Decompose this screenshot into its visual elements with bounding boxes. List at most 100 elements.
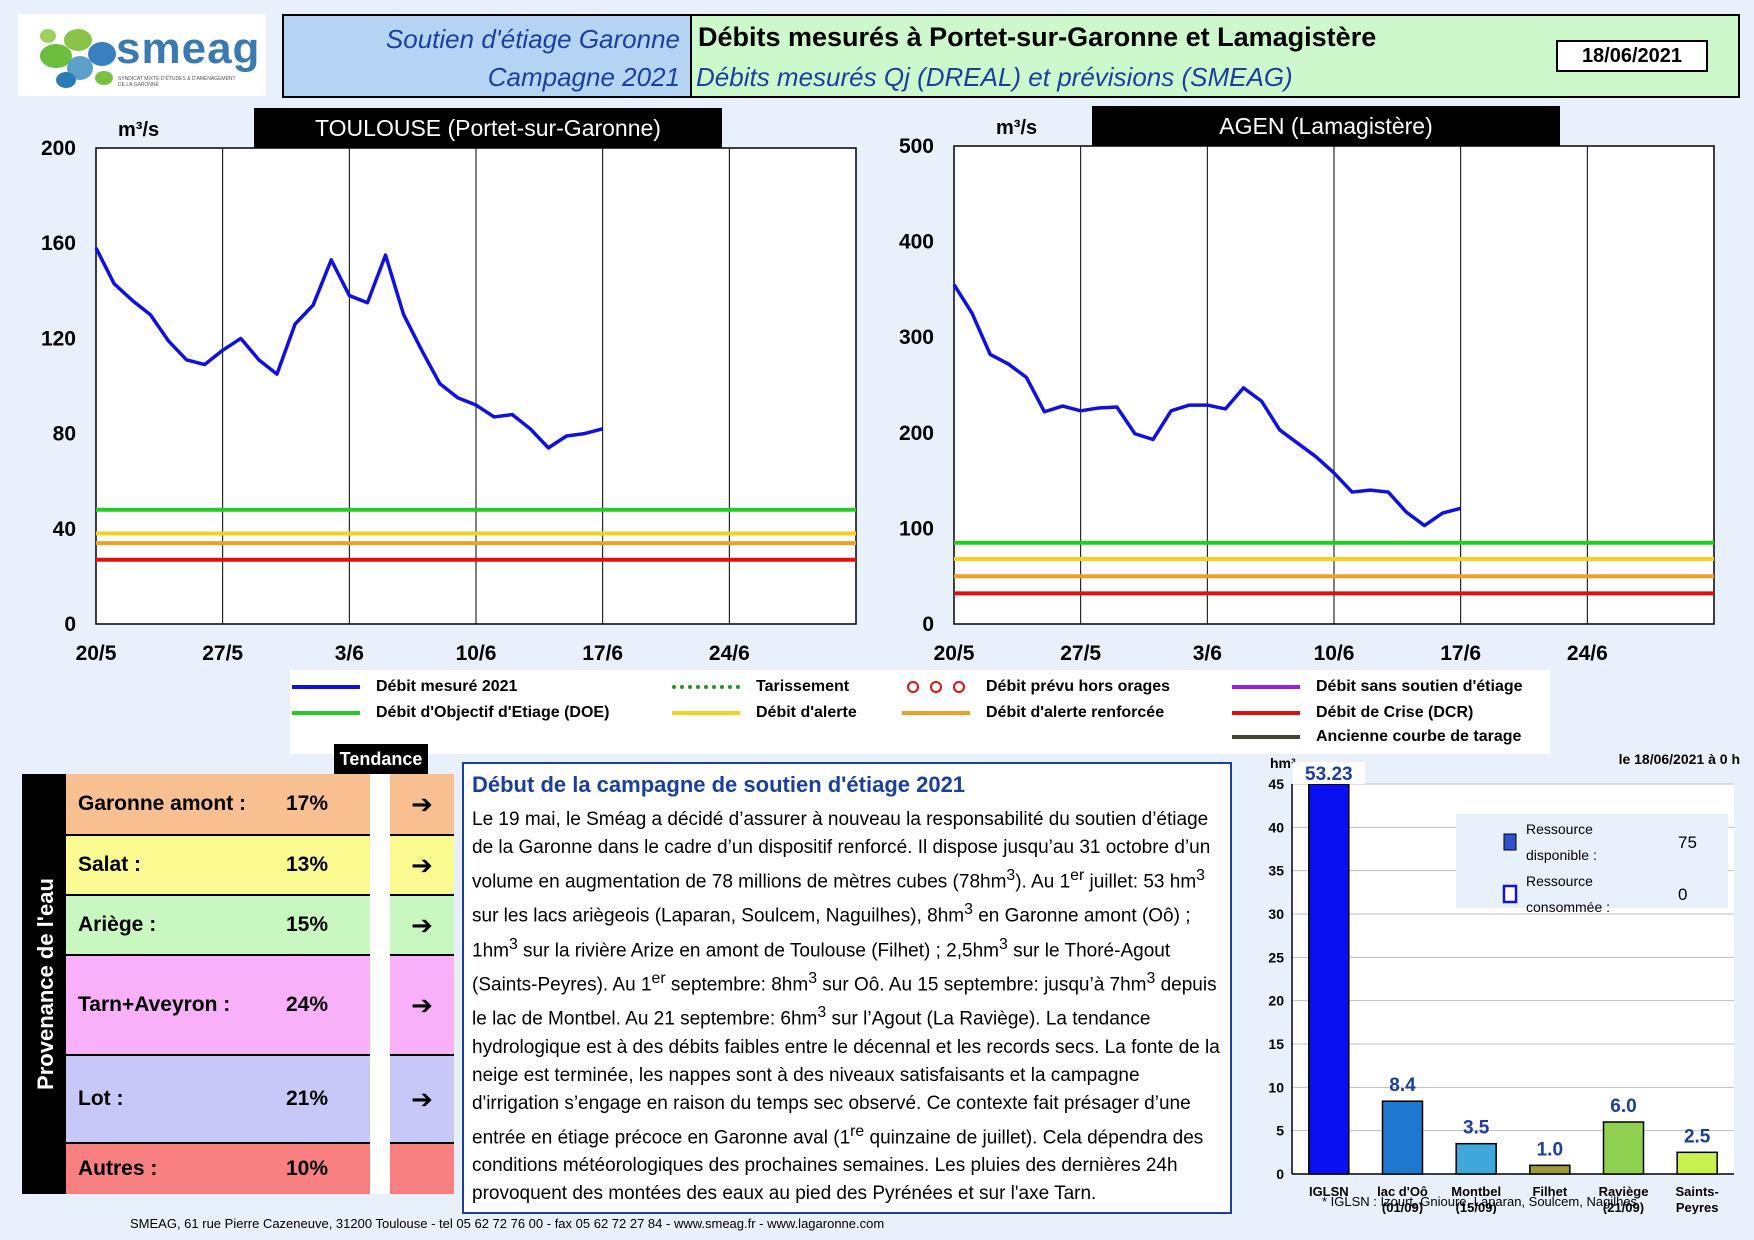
bars-y-tick-label: 40: [1268, 819, 1284, 835]
header-subtitle: Débits mesurés Qj (DREAL) et prévisions …: [696, 62, 1293, 92]
bars-y-tick-label: 0: [1276, 1166, 1284, 1182]
bar-category-label: Raviège: [1599, 1184, 1649, 1199]
provenance-side-label: Provenance de l'eau: [33, 878, 59, 1090]
legend-item: Débit sans soutien d'étiage: [1232, 678, 1523, 696]
legend-swatch: [292, 711, 360, 715]
chart-toulouse: 20/5 27/5 3/6 10/6 17/6 24/6 0 40 80 120 160 200 TOU…: [41, 108, 857, 665]
bar-data-label: 6.0: [1610, 1096, 1636, 1117]
bars-y-tick-label: 45: [1268, 776, 1284, 792]
legend-label: Débit d'alerte renforcée: [986, 704, 1165, 721]
provenance-name: Ariège :: [78, 913, 157, 936]
agen-y-unit: m³/s: [996, 117, 1037, 139]
bar-category-label: Peyres: [1676, 1200, 1719, 1214]
toulouse-x-tick-label: 27/5: [202, 642, 243, 665]
legend-swatch: [1232, 735, 1300, 739]
legend-item: Tarissement: [672, 678, 849, 696]
agen-x-tick-label: 20/5: [934, 642, 975, 665]
legend-label: Débit de Crise (DCR): [1316, 704, 1474, 721]
legend-item: Débit d'alerte: [672, 704, 857, 722]
legend-consumed-value: 0: [1678, 885, 1687, 904]
header-left-panel: Soutien d'étiage Garonne Campagne 2021: [282, 14, 690, 98]
bars-y-tick-label: 15: [1268, 1036, 1284, 1052]
legend-item: Débit mesuré 2021: [292, 678, 517, 696]
logo-text: smeag: [116, 24, 261, 73]
bar-data-label: 53.23: [1305, 764, 1353, 785]
legend-available-value: 75: [1678, 833, 1697, 852]
legend-swatch: [1232, 711, 1300, 715]
campaign-text-panel: Début de la campagne de soutien d'étiage…: [462, 762, 1232, 1214]
bars-y-tick-label: 20: [1268, 993, 1284, 1009]
tendance-header: Tendance: [334, 744, 428, 774]
bar: [1676, 1151, 1718, 1175]
legend-label: Débit prévu hors orages: [986, 678, 1171, 695]
bar: [1381, 1100, 1424, 1175]
provenance-name: Tarn+Aveyron :: [78, 993, 231, 1016]
campaign-title: Début de la campagne de soutien d'étiage…: [472, 772, 966, 797]
tendance-arrow-icon: ➔: [390, 834, 454, 894]
agen-title-box: [1092, 106, 1560, 146]
bar-category-label: IGLSN: [1309, 1184, 1349, 1199]
legend-consumed-label: consommée :: [1526, 899, 1610, 915]
header-main-title: Débits mesurés à Portet-sur-Garonne et L…: [698, 22, 1377, 52]
toulouse-y-tick-label: 120: [41, 327, 76, 350]
legend-swatch: [292, 685, 360, 689]
provenance-name: Lot :: [78, 1087, 124, 1110]
toulouse-y-tick-label: 160: [41, 232, 76, 255]
legend-item: Ancienne courbe de tarage: [1232, 728, 1521, 746]
agen-x-tick-label: 17/6: [1440, 642, 1481, 665]
bar: [1455, 1142, 1497, 1175]
toulouse-y-tick-label: 0: [64, 613, 76, 636]
legend-label: Débit d'alerte: [756, 704, 857, 721]
bars-y-unit: hm³: [1270, 755, 1296, 771]
bar-category-label: (01/09): [1382, 1200, 1423, 1214]
bar: [1308, 783, 1350, 1175]
provenance-percent: 17%: [286, 792, 329, 815]
bars-y-tick-label: 5: [1276, 1123, 1284, 1139]
legend-label: Tarissement: [756, 678, 850, 695]
header-title-line2: Campagne 2021: [487, 62, 680, 92]
legend-swatch: [902, 681, 970, 693]
legend-item: Débit de Crise (DCR): [1232, 704, 1473, 722]
header-date: 18/06/2021: [1556, 40, 1708, 72]
legend-item: Débit prévu hors orages: [902, 678, 1170, 696]
provenance-percent: 10%: [286, 1157, 329, 1180]
toulouse-x-tick-label: 17/6: [582, 642, 623, 665]
toulouse-y-tick-label: 200: [41, 137, 76, 160]
provenance-percent: 15%: [286, 913, 329, 936]
tendance-arrow-icon: ➔: [390, 894, 454, 954]
legend-swatch: [902, 711, 970, 715]
toulouse-x-tick-label: 3/6: [335, 642, 364, 665]
tendance-arrow-icon: [390, 1142, 454, 1194]
header-right-panel: Débits mesurés à Portet-sur-Garonne et L…: [690, 14, 1740, 98]
tendance-arrow-icon: ➔: [390, 954, 454, 1054]
bars-legend-box: [1456, 814, 1728, 908]
provenance-percent: 13%: [286, 853, 329, 876]
provenance-percent: 21%: [286, 1087, 329, 1110]
provenance-row: Tarn+Aveyron : 24%: [66, 954, 370, 1054]
agen-y-tick-label: 200: [899, 422, 934, 445]
bar-category-label: (21/09): [1603, 1200, 1644, 1214]
toulouse-x-tick-label: 10/6: [456, 642, 497, 665]
provenance-name: Autres :: [78, 1157, 158, 1180]
header-title-line1: Soutien d'étiage Garonne: [385, 24, 680, 54]
legend-label: Ancienne courbe de tarage: [1316, 728, 1522, 745]
toulouse-x-tick-label: 20/5: [76, 642, 117, 665]
bars-y-tick-label: 10: [1268, 1079, 1284, 1095]
provenance-name: Salat :: [78, 853, 142, 876]
agen-x-tick-label: 3/6: [1193, 642, 1222, 665]
bar-category-label: lac d'Oô: [1377, 1184, 1428, 1199]
footer: SMEAG, 61 rue Pierre Cazeneuve, 31200 To…: [130, 1216, 885, 1231]
legend-swatch: [1232, 685, 1300, 689]
bars-y-tick-label: 35: [1268, 863, 1284, 879]
provenance-name: Garonne amont :: [78, 792, 247, 815]
legend-available-label: Ressource: [1526, 821, 1593, 837]
legend-consumed-label: Ressource: [1526, 873, 1593, 889]
bar-label-bg: [1292, 762, 1365, 784]
bars-y-tick-label: 30: [1268, 906, 1284, 922]
agen-y-tick-label: 0: [922, 613, 934, 636]
provenance-row: Autres : 10%: [66, 1142, 370, 1194]
provenance-percent: 24%: [286, 993, 329, 1016]
legend-label: Débit sans soutien d'étiage: [1316, 678, 1523, 695]
bar-data-label: 1.0: [1537, 1139, 1563, 1160]
agen-y-tick-label: 300: [899, 326, 934, 349]
